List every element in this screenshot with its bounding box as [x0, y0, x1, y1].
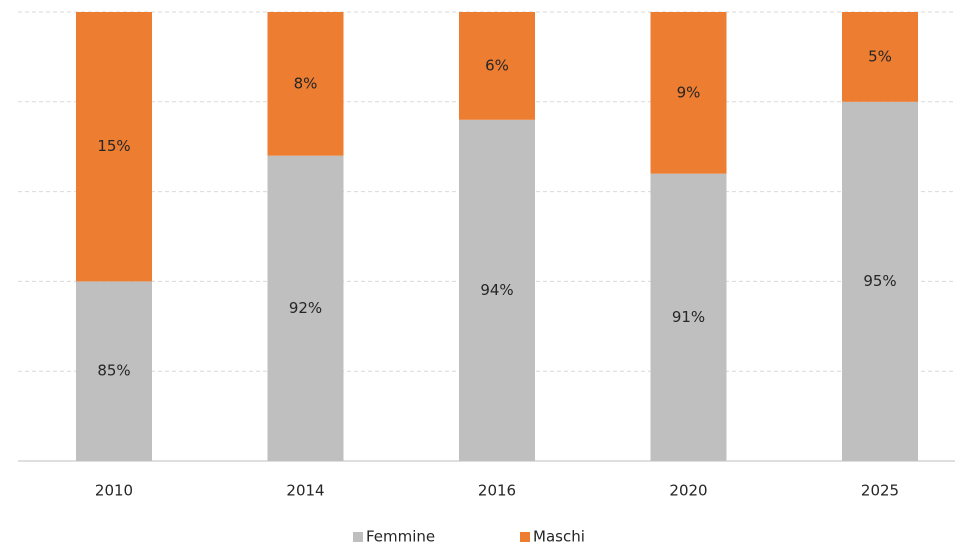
- legend-label: Maschi: [533, 528, 585, 546]
- data-label: 91%: [672, 308, 705, 326]
- data-label: 6%: [485, 56, 509, 74]
- bar-segment: [459, 119, 535, 461]
- x-tick-label: 2014: [286, 482, 324, 500]
- bar-segment: [267, 155, 344, 461]
- data-label: 5%: [868, 47, 892, 65]
- x-tick-label: 2025: [861, 482, 899, 500]
- data-label: 94%: [480, 281, 513, 299]
- bar-segment: [650, 12, 727, 174]
- data-label: 95%: [863, 272, 896, 290]
- bar-segment: [267, 12, 344, 156]
- legend-swatch: [353, 532, 363, 542]
- bar-segment: [842, 101, 918, 462]
- data-label: 8%: [294, 74, 318, 92]
- legend-swatch: [520, 532, 530, 542]
- bar-segment: [650, 173, 727, 461]
- legend-label: Femmine: [366, 528, 435, 546]
- bar-segment: [842, 12, 918, 102]
- data-label: 9%: [677, 83, 701, 101]
- data-label: 15%: [97, 137, 130, 155]
- x-tick-label: 2020: [669, 482, 707, 500]
- bar-segment: [459, 12, 535, 120]
- bar-segment: [76, 12, 152, 282]
- x-tick-label: 2016: [478, 482, 516, 500]
- bar-segment: [76, 281, 152, 461]
- data-label: 85%: [97, 362, 130, 380]
- x-tick-label: 2010: [95, 482, 133, 500]
- data-label: 92%: [289, 299, 322, 317]
